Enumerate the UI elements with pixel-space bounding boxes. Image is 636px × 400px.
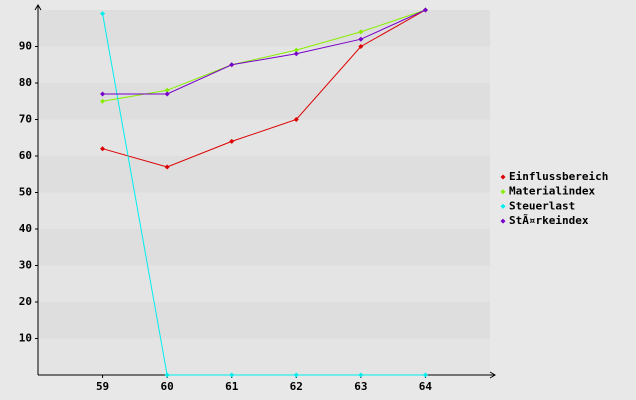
point (293, 117, 299, 122)
y-tick-label: 20 (19, 295, 32, 308)
y-tick-label: 60 (19, 149, 32, 162)
y-tick-label: 90 (19, 40, 32, 53)
point (229, 372, 235, 378)
plot-band (38, 192, 490, 229)
point (100, 146, 106, 152)
plot-band (38, 156, 490, 193)
point (293, 51, 299, 57)
plot-band (38, 119, 490, 156)
x-tick-label: 63 (354, 380, 367, 393)
legend-marker (500, 174, 506, 180)
x-tick-label: 61 (225, 380, 239, 393)
x-tick-label: 60 (161, 380, 174, 393)
plot-band (38, 229, 490, 266)
point (293, 47, 299, 53)
point (100, 98, 106, 104)
y-tick-label: 30 (19, 259, 32, 272)
y-tick-label: 80 (19, 76, 32, 89)
legend-marker (500, 203, 506, 209)
legend-label: Steuerlast (509, 199, 575, 212)
y-tick-label: 40 (19, 222, 32, 235)
point (164, 91, 170, 97)
legend-label: Materialindex (509, 185, 595, 198)
point (358, 44, 364, 49)
series-line (102, 13, 426, 376)
point (229, 138, 235, 144)
plot-band (38, 338, 490, 375)
point (293, 372, 299, 378)
y-axis (34, 4, 42, 375)
series-line (102, 9, 426, 95)
x-tick-label: 64 (419, 380, 433, 393)
series-line (102, 9, 426, 168)
plot-band (38, 83, 490, 120)
plot-band (38, 265, 490, 302)
point (358, 29, 364, 35)
x-tick-label: 62 (290, 380, 303, 393)
legend-marker (500, 218, 506, 224)
point (164, 164, 170, 170)
point (100, 11, 106, 17)
point (422, 372, 428, 378)
point (422, 7, 428, 13)
plot-band (38, 46, 490, 83)
legend-label: StÃ¤rkeindex (509, 214, 589, 227)
y-tick-label: 70 (19, 113, 32, 126)
plot-band (38, 302, 490, 339)
x-tick-label: 59 (96, 380, 109, 393)
plot-band (38, 10, 490, 47)
y-tick-label: 10 (19, 332, 32, 345)
legend-marker (500, 189, 506, 195)
legend-label: Einflussbereich (509, 170, 608, 183)
point (164, 87, 170, 93)
point (358, 372, 364, 378)
point (229, 62, 235, 68)
point (358, 36, 364, 42)
y-tick-label: 50 (19, 186, 32, 199)
point (100, 91, 106, 97)
series-line (102, 9, 426, 102)
point (164, 372, 170, 378)
